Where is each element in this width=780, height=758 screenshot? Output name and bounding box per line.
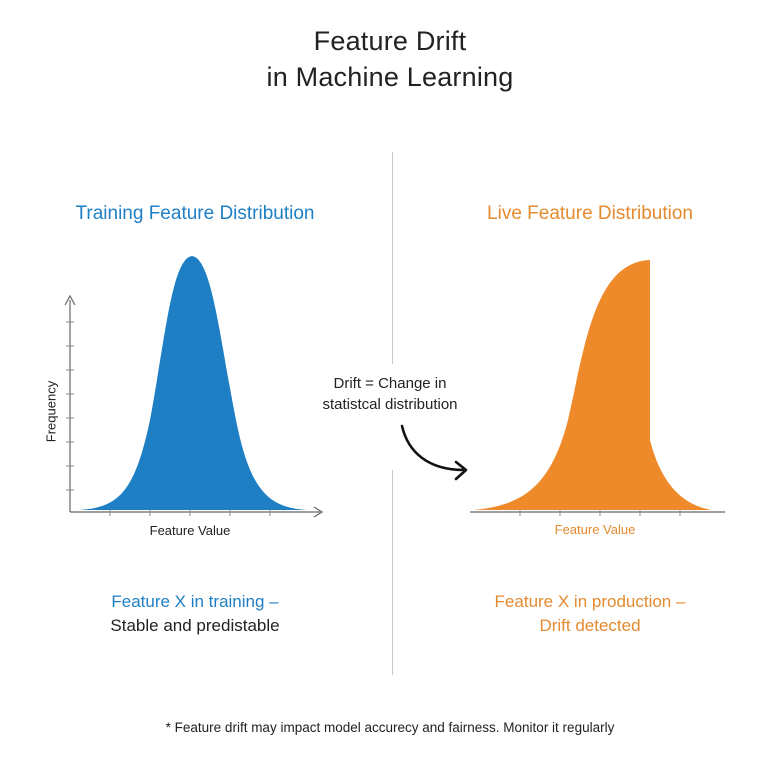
- footnote: * Feature drift may impact model accurec…: [165, 720, 615, 735]
- production-caption: Feature X in production – Drift detected: [435, 590, 745, 638]
- drift-note-line-1: Drift = Change in: [333, 375, 447, 392]
- training-caption-rest: Stable and predistable: [110, 616, 280, 635]
- center-divider-top: [392, 152, 393, 364]
- live-distribution-title: Live Feature Distribution: [487, 203, 693, 224]
- drift-definition-note: Drift = Change in statistcal distributio…: [300, 373, 480, 415]
- training-caption-highlight: Feature X in training –: [111, 592, 279, 611]
- production-caption-line-1: Feature X in production –: [494, 592, 686, 611]
- live-distribution-curve: [474, 260, 712, 510]
- center-divider-bottom: [392, 470, 393, 675]
- drift-note-line-2: statistcal distribution: [322, 396, 458, 413]
- training-distribution-title: Training Feature Distribution: [75, 203, 315, 224]
- training-distribution-curve: [78, 256, 308, 510]
- training-caption: Feature X in training – Stable and predi…: [40, 590, 350, 638]
- production-caption-line-2: Drift detected: [539, 616, 641, 635]
- training-feature-value-label: Feature Value: [149, 523, 231, 538]
- training-axes: [64, 294, 324, 518]
- page-title-line-1: Feature Drift: [313, 26, 467, 56]
- page-title-line-2: in Machine Learning: [266, 62, 514, 92]
- curved-arrow-icon: [400, 424, 468, 481]
- live-feature-value-label: Feature Value: [554, 522, 636, 537]
- frequency-axis-label: Frequency: [43, 380, 59, 443]
